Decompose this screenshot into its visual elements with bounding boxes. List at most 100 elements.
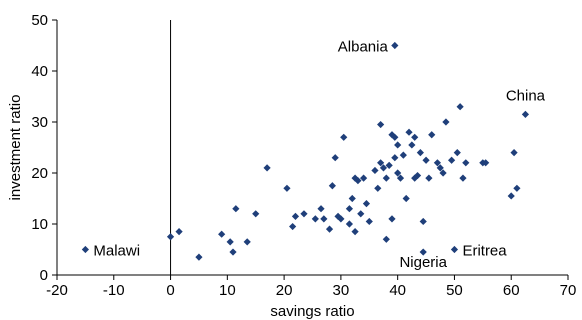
data-point xyxy=(325,225,334,233)
data-point xyxy=(289,222,297,231)
x-tick-label: -20 xyxy=(46,282,68,299)
y-axis-title: investment ratio xyxy=(7,95,24,201)
data-point xyxy=(388,215,396,223)
y-tick-label: 0 xyxy=(40,267,48,284)
data-point xyxy=(433,159,442,167)
data-point xyxy=(226,238,234,246)
x-tick-label: 30 xyxy=(333,282,350,299)
data-point xyxy=(311,215,319,223)
data-point xyxy=(391,154,399,162)
data-point xyxy=(394,141,402,149)
data-point xyxy=(399,151,407,159)
data-point xyxy=(166,233,175,241)
data-point xyxy=(411,133,419,141)
data-point xyxy=(448,156,456,164)
data-point xyxy=(402,194,410,203)
data-point xyxy=(328,182,336,190)
data-point xyxy=(413,171,422,180)
data-point xyxy=(360,174,368,182)
data-point xyxy=(513,184,521,192)
data-point xyxy=(377,159,385,167)
data-point xyxy=(229,248,237,256)
data-point xyxy=(482,159,490,167)
data-point xyxy=(195,253,203,261)
data-point xyxy=(425,174,433,182)
data-point xyxy=(442,118,450,126)
data-point xyxy=(351,228,359,236)
data-point xyxy=(422,156,430,164)
x-tick-label: 0 xyxy=(166,282,174,299)
data-point xyxy=(175,228,183,236)
data-point xyxy=(331,154,339,162)
data-point xyxy=(419,217,427,226)
data-point xyxy=(450,245,459,254)
data-point xyxy=(252,210,260,218)
data-point xyxy=(345,205,354,213)
data-point xyxy=(408,141,416,149)
data-point xyxy=(462,159,470,167)
data-point xyxy=(394,169,402,177)
data-point xyxy=(291,212,300,220)
data-point xyxy=(419,248,427,256)
data-point xyxy=(337,215,345,223)
x-tick-label: 40 xyxy=(389,282,406,299)
data-point xyxy=(510,149,518,157)
data-point xyxy=(385,161,393,169)
x-tick-label: 50 xyxy=(446,282,463,299)
axes xyxy=(52,19,569,280)
y-tick-label: 20 xyxy=(31,165,48,182)
data-point xyxy=(283,184,291,192)
data-point xyxy=(391,41,399,50)
data-point xyxy=(354,177,362,185)
data-point xyxy=(456,103,464,111)
data-point xyxy=(521,110,530,118)
data-point xyxy=(416,149,424,157)
y-tick-label: 30 xyxy=(31,114,48,131)
y-tick-label: 50 xyxy=(31,12,48,29)
data-point xyxy=(377,120,385,129)
y-tick-label: 10 xyxy=(31,216,48,233)
y-tick-label: 40 xyxy=(31,63,48,80)
data-point xyxy=(371,166,379,175)
data-point xyxy=(81,245,89,254)
data-point xyxy=(382,235,390,243)
data-point xyxy=(382,174,390,182)
data-point xyxy=(218,230,226,238)
data-point xyxy=(345,220,354,228)
x-tick-label: 70 xyxy=(560,282,577,299)
data-point xyxy=(507,192,515,200)
data-point xyxy=(428,131,436,139)
data-point xyxy=(405,128,413,136)
annotations: Albania China Malawi Nigeria Eritrea xyxy=(93,39,545,272)
data-point xyxy=(340,133,348,141)
data-point xyxy=(348,194,356,203)
data-point xyxy=(396,174,405,182)
data-point xyxy=(320,215,328,223)
data-point xyxy=(300,210,308,218)
x-tick-label: 10 xyxy=(219,282,236,299)
data-point xyxy=(379,164,388,172)
data-point xyxy=(391,133,399,141)
data-point xyxy=(439,169,447,177)
x-tick-label: 60 xyxy=(503,282,520,299)
data-point xyxy=(374,184,382,192)
data-point xyxy=(232,205,240,213)
data-point xyxy=(436,164,444,172)
x-axis-title: savings ratio xyxy=(270,303,354,320)
x-tick-label: -10 xyxy=(103,282,125,299)
data-points xyxy=(81,41,530,261)
data-point xyxy=(317,205,325,213)
annotation-albania: Albania xyxy=(338,39,389,56)
data-point xyxy=(459,174,467,182)
data-point xyxy=(453,149,461,157)
data-point xyxy=(357,210,365,218)
data-point xyxy=(243,238,251,246)
x-tick-label: 20 xyxy=(276,282,293,299)
annotation-malawi: Malawi xyxy=(93,243,140,260)
annotation-eritrea: Eritrea xyxy=(462,243,507,260)
data-point xyxy=(334,212,342,220)
data-point xyxy=(263,164,271,172)
tick-labels: 0 10 20 30 40 50 -20 -10 0 10 20 30 40 50 60 70 xyxy=(31,12,576,299)
